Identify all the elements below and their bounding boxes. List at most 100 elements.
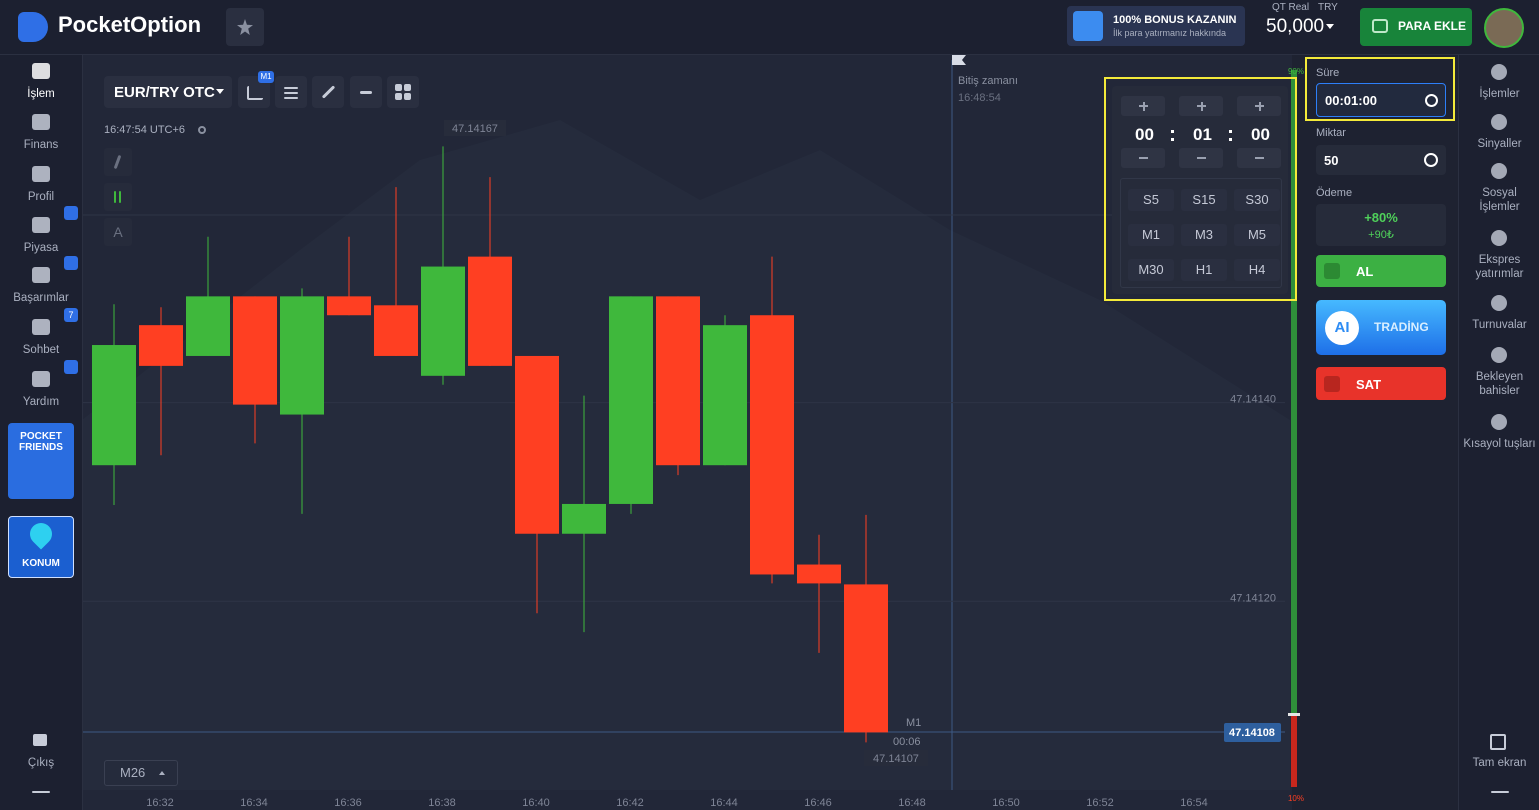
- down-percent-bar: [1291, 715, 1297, 787]
- zoom-selector[interactable]: M26: [104, 760, 178, 786]
- deposit-button[interactable]: PARA EKLE: [1360, 8, 1472, 46]
- seconds: 00: [1251, 125, 1270, 144]
- drawing-button[interactable]: [312, 76, 344, 108]
- time-picker: 00 01 00 S5 S15 S30 M1 M3 M5 M30 H1 H4: [1112, 86, 1288, 294]
- nav-item[interactable]: Profil: [27, 191, 55, 203]
- nav-icon: [32, 63, 50, 79]
- hours: 00: [1135, 125, 1154, 144]
- nav-item[interactable]: Kısayol tuşları: [1463, 438, 1536, 450]
- location-card[interactable]: KONUM: [8, 516, 74, 578]
- fullscreen-icon: [1490, 734, 1506, 750]
- arrow-icon: [119, 191, 121, 203]
- header: PocketOption 100% BONUS KAZANIN İlk para…: [0, 0, 1539, 55]
- fullscreen[interactable]: Tam ekran: [1472, 757, 1527, 769]
- amount-value: 50: [1324, 153, 1339, 168]
- chart-icon: [247, 86, 263, 100]
- colon: [1229, 138, 1232, 141]
- candle-body: [797, 564, 841, 584]
- ai-text: TRADİNG: [1374, 320, 1429, 334]
- nav-item[interactable]: İşlem: [27, 88, 55, 100]
- candle-body: [656, 296, 700, 466]
- bonus-banner[interactable]: 100% BONUS KAZANIN İlk para yatırmanız h…: [1067, 6, 1245, 46]
- preset-button[interactable]: M3: [1181, 224, 1227, 246]
- y-tick-label: 47.14120: [1230, 592, 1276, 604]
- star-icon: [237, 19, 253, 35]
- nav-item[interactable]: Bekleyen bahisler: [1475, 371, 1524, 397]
- text-tool[interactable]: A: [104, 218, 132, 246]
- logout[interactable]: Çıkış: [27, 757, 55, 769]
- preset-button[interactable]: S5: [1128, 189, 1174, 211]
- preset-button[interactable]: S30: [1234, 189, 1280, 211]
- amount-label: Miktar: [1316, 127, 1346, 139]
- account-type: QT Real: [1272, 2, 1310, 13]
- x-tick-label: 16:42: [616, 797, 644, 809]
- duration-label: Süre: [1316, 67, 1340, 79]
- balance-caret[interactable]: [1326, 24, 1334, 33]
- candle-body: [421, 266, 465, 376]
- highlight-box: [1104, 77, 1297, 301]
- avatar[interactable]: [1484, 8, 1524, 48]
- preset-button[interactable]: M5: [1234, 224, 1280, 246]
- layout-button[interactable]: [387, 76, 419, 108]
- quick-trade-button[interactable]: [104, 148, 132, 176]
- nav-item[interactable]: Finans: [23, 139, 59, 151]
- candle-body: [327, 296, 371, 316]
- trade-panel: Süre 00:01:00 Miktar 50 Ödeme +80% +90₺ …: [1305, 55, 1457, 810]
- nav-item[interactable]: Sosyal İşlemler: [1479, 187, 1520, 213]
- nav-item[interactable]: Başarımlar: [13, 292, 69, 304]
- nav-item[interactable]: Turnuvalar: [1472, 319, 1527, 331]
- x-tick-label: 16:44: [710, 797, 738, 809]
- preset-button[interactable]: S15: [1181, 189, 1227, 211]
- candle-body: [92, 345, 136, 466]
- nav-item[interactable]: Ekspres yatırımlar: [1475, 254, 1524, 280]
- bonus-title: 100% BONUS KAZANIN: [1113, 14, 1237, 26]
- preset-button[interactable]: M1: [1128, 224, 1174, 246]
- signal-button[interactable]: [104, 183, 132, 211]
- preset-button[interactable]: H4: [1234, 259, 1280, 281]
- nav-item[interactable]: Sohbet: [22, 344, 60, 356]
- expiry-time: 16:48:54: [958, 92, 1001, 104]
- zoom-caret: [159, 768, 165, 775]
- colon: [1229, 130, 1232, 133]
- logo-icon[interactable]: [18, 12, 48, 42]
- nav-item[interactable]: Sinyaller: [1477, 138, 1522, 150]
- x-tick-label: 16:38: [428, 797, 456, 809]
- more-button[interactable]: [350, 76, 382, 108]
- favorite-button[interactable]: [226, 8, 264, 46]
- preset-button[interactable]: M30: [1128, 259, 1174, 281]
- countdown: 00:06: [893, 736, 921, 748]
- candle-body: [374, 305, 418, 356]
- candle-body: [609, 296, 653, 504]
- nav-icon: [1491, 64, 1507, 80]
- y-tick-label: 47.14140: [1230, 394, 1276, 406]
- settings-icon[interactable]: [198, 126, 206, 134]
- ai-trading-button[interactable]: AI TRADİNG: [1316, 300, 1446, 355]
- balance[interactable]: 50,000: [1266, 16, 1325, 37]
- buy-button[interactable]: AL: [1316, 255, 1446, 287]
- asset-selector[interactable]: EUR/TRY OTC: [104, 76, 232, 108]
- nav-icon: [1491, 347, 1507, 363]
- x-tick-label: 16:54: [1180, 797, 1208, 809]
- icon: [284, 92, 298, 94]
- sell-button[interactable]: SAT: [1316, 367, 1446, 400]
- nav-icon: [1491, 414, 1507, 430]
- nav-item[interactable]: İşlemler: [1479, 88, 1520, 100]
- indicators-button[interactable]: [275, 76, 307, 108]
- clock-icon: [1425, 94, 1438, 107]
- nav-badge: 7: [64, 308, 78, 322]
- brand[interactable]: PocketOption: [58, 12, 202, 37]
- nav-item[interactable]: Piyasa: [23, 242, 59, 254]
- sell-text: SAT: [1356, 377, 1382, 392]
- duration-input[interactable]: 00:01:00: [1316, 83, 1446, 117]
- nav-item[interactable]: Yardım: [22, 396, 60, 408]
- nav-icon: [32, 114, 50, 130]
- asset-name: EUR/TRY OTC: [114, 84, 215, 101]
- down-icon: [1324, 376, 1340, 392]
- collapse-arrow[interactable]: [32, 791, 50, 793]
- preset-button[interactable]: H1: [1181, 259, 1227, 281]
- icon: [395, 93, 402, 100]
- promo-card[interactable]: POCKET FRIENDS: [8, 423, 74, 499]
- amount-input[interactable]: 50: [1316, 145, 1446, 175]
- expand-arrow[interactable]: [1491, 791, 1509, 793]
